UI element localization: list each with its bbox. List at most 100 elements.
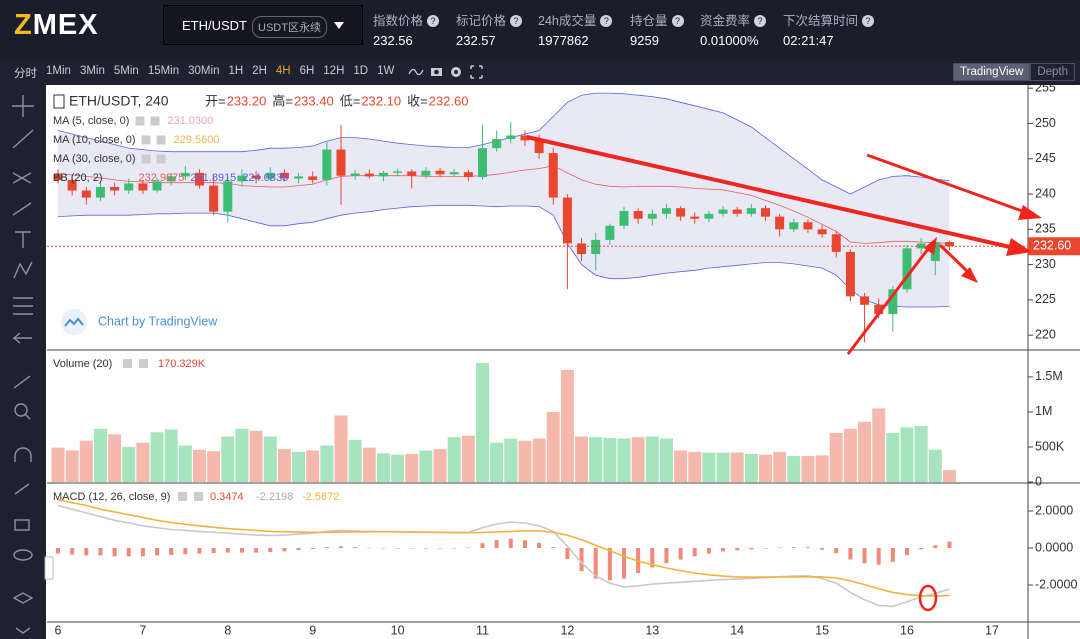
macd-hist-bar: [197, 548, 202, 554]
volume-value: 170.329K: [158, 358, 206, 370]
help-icon: ?: [862, 15, 875, 27]
candle-body: [676, 208, 686, 217]
view-button[interactable]: TradingView: [953, 63, 1031, 81]
stat-label-text: 资金费率: [700, 14, 751, 28]
candle-body: [492, 138, 502, 149]
interval[interactable]: 30Min: [188, 65, 220, 77]
macd-hist-bar: [905, 548, 909, 556]
candle-body: [591, 239, 601, 255]
bb-value: 224.0835: [242, 172, 288, 184]
interval[interactable]: 分时: [14, 68, 37, 80]
settings-icon[interactable]: [178, 492, 187, 501]
close-icon[interactable]: [194, 492, 203, 501]
macd-hist-bar: [282, 548, 287, 552]
close-icon: [156, 154, 166, 164]
candle-body: [407, 171, 417, 176]
sidebar-handle[interactable]: [44, 556, 54, 580]
x-tick-label: 11: [476, 623, 489, 637]
toolbar: 分时 1Min 3Min 5Min 15Min 30Min 1H 2H 4H 6H 12H 1D 1W …: [0, 60, 1080, 85]
y-tick-label: 0: [1035, 474, 1042, 488]
stat-label-text: 指数价格: [373, 14, 424, 28]
volume-bar: [334, 415, 348, 482]
close-icon[interactable]: [139, 359, 148, 368]
y-tick-label: 255: [1035, 85, 1056, 94]
stat-label: 指数价格?: [373, 10, 440, 29]
candle-body: [378, 172, 388, 177]
macd-hist-bar: [862, 548, 867, 564]
interval[interactable]: 4H: [275, 65, 291, 77]
interval[interactable]: 1W: [377, 65, 395, 77]
volume-bar: [136, 442, 150, 482]
x-tick-label: 9: [309, 623, 316, 637]
candle-body: [916, 243, 926, 249]
candle-body: [336, 149, 346, 176]
interval[interactable]: 1H: [228, 65, 244, 77]
macd-value: -2.2198: [256, 491, 293, 503]
watermark-logo: [61, 309, 87, 335]
interval[interactable]: 15Min: [147, 65, 180, 77]
volume-bar: [702, 452, 716, 482]
candle-body: [124, 183, 134, 191]
interval[interactable]: 5Min: [113, 65, 139, 77]
macd-hist-bar: [84, 548, 89, 556]
interval[interactable]: 3Min: [79, 65, 105, 77]
ohlc-prefix: 高=: [272, 93, 293, 108]
last-price-label: 232.60: [1033, 239, 1071, 253]
interval[interactable]: 1Min: [46, 65, 71, 77]
help-icon: ?: [510, 15, 523, 27]
macd-hist-bar: [749, 548, 754, 550]
volume-bar: [674, 450, 688, 482]
annotations: [526, 135, 1042, 612]
interval[interactable]: 1D: [353, 65, 369, 77]
macd-hist-bar: [933, 545, 938, 549]
symbol-selector[interactable]: ETH/USDT USDT区永续: [163, 5, 363, 45]
candle-body: [110, 186, 120, 191]
macd-hist-bar: [211, 548, 216, 553]
macd-hist-bar: [254, 548, 259, 553]
volume-bar: [263, 436, 277, 482]
macd-hist-bar: [735, 548, 740, 551]
candle-body: [831, 234, 841, 252]
candle-body: [195, 172, 204, 186]
volume-bar: [93, 428, 107, 482]
volume-bar: [730, 452, 744, 482]
signal-value: -2.5672: [302, 491, 339, 503]
macd-line: [57, 499, 950, 597]
macd-hist-bar: [339, 546, 343, 549]
candle-body: [803, 222, 813, 230]
macd-hist-bar: [381, 548, 386, 549]
indicator-value: 229.5600: [174, 134, 220, 146]
help-icon: ?: [754, 15, 767, 27]
volume-bar: [886, 432, 900, 482]
candle-body: [421, 170, 431, 176]
macd-hist-bar: [791, 547, 796, 549]
candle-body: [944, 242, 954, 247]
macd-hist-bar: [367, 547, 372, 549]
stat-value: 232.56: [373, 33, 413, 48]
volume-bar: [546, 411, 560, 482]
bb-value: 241.8915: [190, 172, 236, 184]
volume-bar: [688, 451, 702, 482]
interval[interactable]: 6H: [299, 65, 315, 77]
bb-name: BB (20, 2): [53, 172, 103, 184]
volume-bar: [405, 453, 419, 482]
interval[interactable]: 12H: [323, 65, 345, 77]
stat-value: 02:21:47: [783, 33, 834, 48]
candle-body: [294, 176, 304, 179]
interval[interactable]: 2H: [252, 65, 267, 77]
candle-body: [520, 135, 530, 141]
macd-hist-bar: [112, 548, 117, 557]
settings-icon[interactable]: [123, 359, 132, 368]
macd-hist-bar: [126, 548, 131, 557]
stat: 指数价格? 232.56: [373, 10, 440, 48]
volume-bar: [122, 446, 136, 482]
volume-bar: [787, 456, 801, 482]
macd-hist-bar: [522, 540, 527, 549]
volume-bar: [659, 438, 673, 482]
view-button[interactable]: Depth: [1030, 63, 1075, 81]
volume-bar: [65, 450, 79, 482]
help-icon: ?: [671, 15, 684, 27]
volume-bar: [362, 447, 376, 482]
x-tick-label: 6: [55, 623, 62, 637]
macd-hist-bar: [56, 548, 60, 554]
